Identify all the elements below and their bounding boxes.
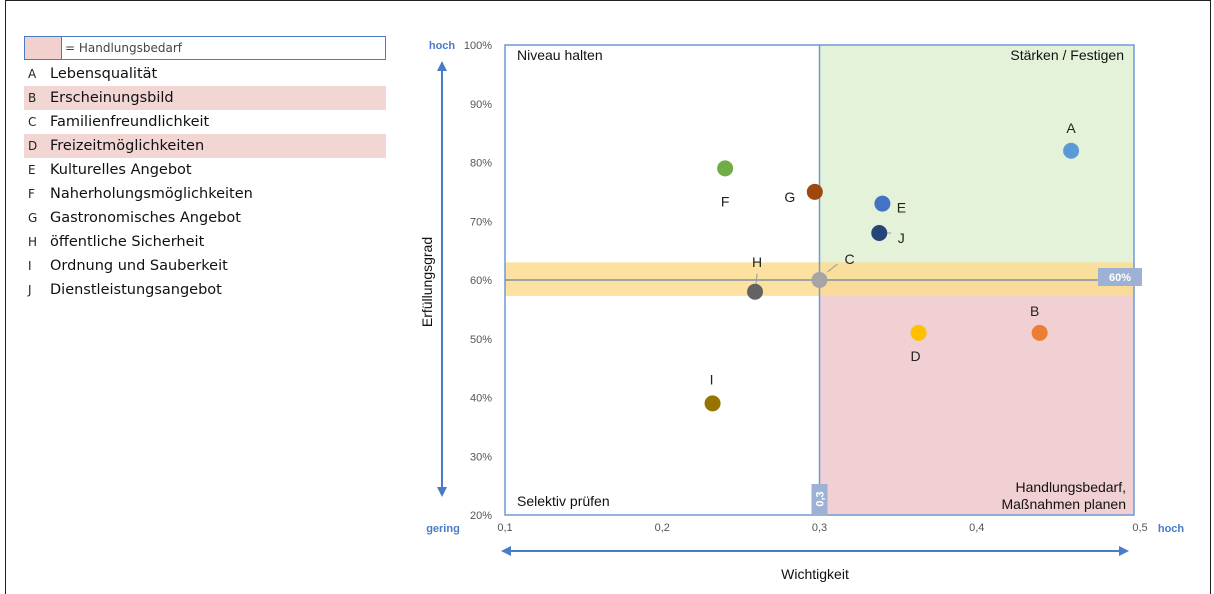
data-point-label: E	[897, 200, 906, 216]
legend-letter: D	[28, 139, 38, 153]
y-tick-label: 40%	[470, 393, 492, 405]
quadrant-label-bottom-right: Handlungsbedarf,	[1015, 479, 1126, 495]
data-point	[704, 395, 721, 412]
data-point-label: G	[784, 189, 795, 205]
figure-frame	[5, 0, 1211, 594]
y-axis-title: Erfüllungsgrad	[419, 237, 435, 327]
legend-letter: F	[28, 187, 35, 201]
legend-item: C Familienfreundlichkeit	[24, 110, 386, 134]
legend-item: B Erscheinungsbild	[24, 86, 386, 110]
legend-item: F Naherholungsmöglichkeiten	[24, 182, 386, 206]
key-swatch	[25, 37, 62, 59]
data-point	[747, 283, 764, 300]
y-axis-high-label: hoch	[429, 40, 456, 52]
legend-label: Ordnung und Sauberkeit	[50, 258, 228, 274]
legend-letter: J	[28, 283, 32, 297]
data-point	[910, 324, 927, 341]
y-tick-label: 100%	[464, 40, 492, 52]
threshold-x-badge-label: 0,3	[815, 491, 827, 506]
threshold-x-badge	[811, 484, 828, 515]
data-point	[874, 195, 891, 212]
legend-item: D Freizeitmöglichkeiten	[24, 134, 386, 158]
legend-label: Erscheinungsbild	[50, 90, 174, 106]
legend-label: Naherholungsmöglichkeiten	[50, 186, 253, 202]
key-label: = Handlungsbedarf	[65, 41, 183, 55]
legend-label: Lebensqualität	[50, 66, 158, 82]
y-tick-label: 80%	[470, 158, 492, 170]
y-axis-low-label: gering	[426, 523, 460, 535]
data-point	[806, 183, 823, 200]
legend-item: E Kulturelles Angebot	[24, 158, 386, 182]
legend-item: A Lebensqualität	[24, 62, 386, 86]
data-point-label: C	[844, 251, 854, 267]
quadrant-label-top-right: Stärken / Festigen	[1010, 47, 1124, 63]
data-point-label: J	[898, 230, 905, 246]
legend-letter: G	[28, 211, 38, 225]
legend-item: G Gastronomisches Angebot	[24, 206, 386, 230]
y-tick-label: 20%	[470, 510, 492, 522]
data-point-label: A	[1066, 120, 1076, 136]
quadrant-bottom-right-fill	[819, 280, 1134, 515]
quadrant-top-right-fill	[819, 45, 1134, 280]
data-point	[811, 272, 828, 288]
data-point	[871, 225, 888, 241]
legend-label: Dienstleistungsangebot	[50, 282, 222, 298]
data-point	[1063, 142, 1080, 159]
legend-label: Kulturelles Angebot	[50, 162, 192, 178]
legend-item: I Ordnung und Sauberkeit	[24, 254, 386, 278]
legend-letter: I	[28, 259, 32, 273]
y-tick-label: 50%	[470, 334, 492, 346]
point-leader-line	[827, 263, 838, 273]
legend-label: Familienfreundlichkeit	[50, 114, 210, 130]
y-tick-label: 60%	[470, 275, 492, 287]
legend-letter: H	[28, 235, 38, 249]
data-point-label: I	[710, 371, 714, 387]
legend-label: Freizeitmöglichkeiten	[50, 138, 205, 154]
legend-panel: = Handlungsbedarf A Lebensqualität B Ersche…	[24, 36, 386, 302]
x-tick-label: 0,5	[1132, 522, 1147, 534]
legend-label: Gastronomisches Angebot	[50, 210, 241, 226]
threshold-y-badge-label: 60%	[1109, 272, 1131, 284]
x-axis-title: Wichtigkeit	[781, 566, 849, 582]
legend-label: öffentliche Sicherheit	[50, 234, 205, 250]
data-point	[1031, 324, 1048, 341]
legend-key: = Handlungsbedarf	[24, 36, 386, 60]
x-tick-label: 0,1	[497, 522, 512, 534]
x-axis-high-label: hoch	[1158, 523, 1185, 535]
threshold-y-badge	[1098, 268, 1142, 286]
data-point-label: F	[721, 193, 730, 209]
y-tick-label: 30%	[470, 451, 492, 463]
legend-letter: B	[28, 91, 37, 105]
legend-letter: C	[28, 115, 37, 129]
legend-letter: A	[28, 67, 37, 81]
data-point-label: D	[911, 348, 921, 364]
legend-list: A Lebensqualität B Erscheinungsbild C Familie…	[24, 62, 386, 302]
legend-letter: E	[28, 163, 36, 177]
data-point	[717, 160, 734, 177]
point-leader-line	[755, 273, 758, 285]
quadrant-label-bottom-right: Maßnahmen planen	[1001, 496, 1126, 512]
quadrant-label-bottom-left: Selektiv prüfen	[517, 493, 610, 509]
legend-item: J Dienstleistungsangebot	[24, 278, 386, 302]
x-tick-label: 0,4	[969, 522, 984, 534]
y-tick-label: 90%	[470, 99, 492, 111]
x-tick-label: 0,3	[812, 522, 827, 534]
data-point-label: B	[1030, 303, 1039, 319]
data-point-label: H	[752, 254, 762, 270]
quadrant-label-top-left: Niveau halten	[517, 47, 603, 63]
x-tick-label: 0,2	[655, 522, 670, 534]
y-tick-label: 70%	[470, 216, 492, 228]
